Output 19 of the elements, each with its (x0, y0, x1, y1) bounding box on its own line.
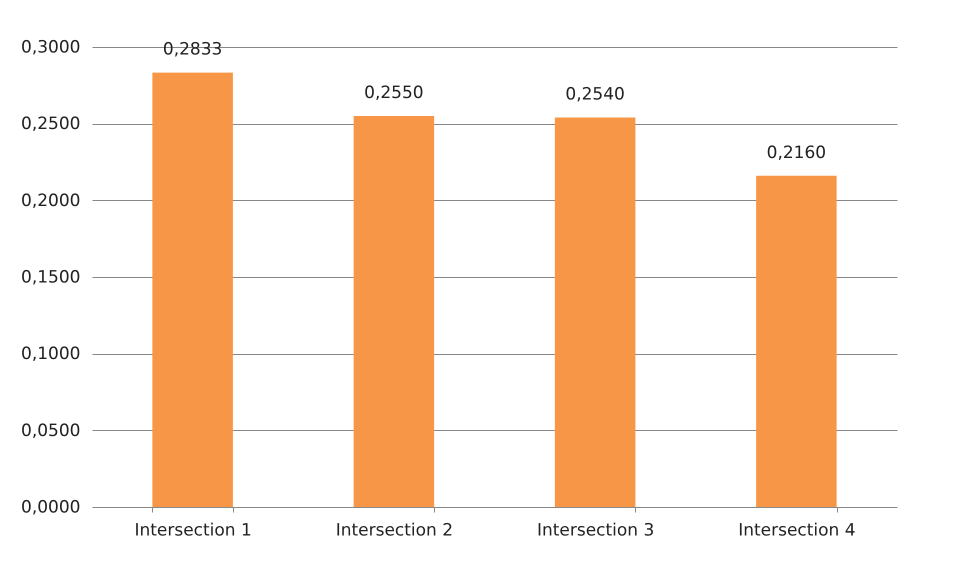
bar (152, 72, 233, 507)
x-tick-label: Intersection 3 (536, 520, 654, 540)
y-tick-label: 0,2000 (21, 190, 80, 211)
data-label: 0,2550 (364, 83, 424, 103)
data-label: 0,2540 (565, 84, 625, 105)
bar (554, 118, 636, 507)
y-tick-label: 0,0000 (21, 498, 80, 518)
y-tick-label: 0,2500 (21, 114, 80, 134)
data-label: 0,2160 (766, 142, 826, 163)
y-tick-label: 0,0500 (21, 420, 80, 441)
y-tick-label: 0,1500 (21, 268, 80, 288)
bar (756, 176, 837, 507)
x-tick-label: Intersection 2 (336, 520, 454, 540)
bar (354, 116, 434, 507)
y-tick-label: 0,1000 (21, 344, 80, 364)
x-tick-label: Intersection 4 (738, 520, 856, 540)
y-tick-label: 0,3000 (21, 38, 80, 58)
data-label: 0,2833 (162, 40, 222, 60)
x-tick-label: Intersection 1 (134, 520, 252, 540)
